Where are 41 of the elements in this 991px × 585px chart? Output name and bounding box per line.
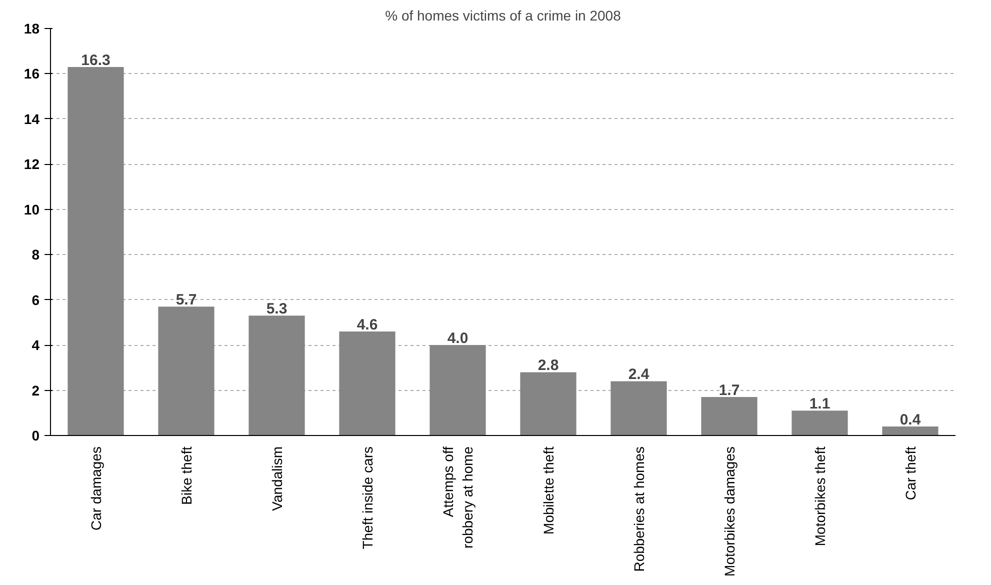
y-tick-label: 12: [24, 156, 40, 172]
bar: [158, 306, 214, 436]
y-tick-label: 8: [32, 246, 40, 263]
x-tick-label: Bike theft: [178, 446, 194, 505]
bar: [520, 372, 576, 436]
x-tick-label: Theft inside cars: [359, 446, 376, 550]
x-tick-label: Vandalism: [268, 446, 285, 511]
data-label: 0.4: [900, 411, 922, 428]
bar: [701, 397, 758, 436]
bar: [610, 381, 667, 436]
x-tick-label: Mobilette theft: [540, 446, 556, 534]
x-tick-label: Car damages: [88, 446, 104, 531]
bar: [339, 331, 396, 436]
y-tick-label: 6: [32, 292, 40, 308]
bar: [248, 316, 305, 436]
bar: [430, 345, 486, 436]
y-tick-label: 14: [24, 110, 40, 127]
y-tick-label: 16: [24, 66, 40, 82]
data-label: 4.0: [447, 330, 468, 348]
data-label: 2.8: [538, 357, 559, 374]
y-tick-label: 10: [24, 201, 40, 218]
x-tick-label: Motorbikes theft: [812, 446, 828, 546]
x-tick-label: Robberies at homes: [630, 446, 647, 572]
data-label: 4.6: [356, 316, 378, 334]
y-tick-label: 2: [32, 382, 40, 398]
data-label: 5.7: [176, 292, 197, 309]
data-label: 16.3: [81, 52, 110, 69]
bar: [792, 410, 848, 436]
data-label: 1.7: [718, 382, 740, 400]
chart-title: % of homes victims of a crime in 2008: [385, 8, 622, 24]
data-label: 2.4: [628, 366, 650, 384]
x-tick-label: Motorbikes damages: [721, 446, 738, 576]
bar: [882, 426, 938, 436]
y-tick-label: 18: [24, 20, 40, 36]
data-label: 1.1: [809, 396, 830, 413]
data-label: 5.3: [266, 300, 288, 318]
x-tick-label: Car theft: [902, 446, 918, 500]
bar: [68, 66, 124, 436]
y-tick-label: 4: [32, 337, 40, 354]
y-tick-label: 0: [32, 428, 40, 444]
x-tick-label: Attemps off robbery at home: [440, 446, 476, 548]
